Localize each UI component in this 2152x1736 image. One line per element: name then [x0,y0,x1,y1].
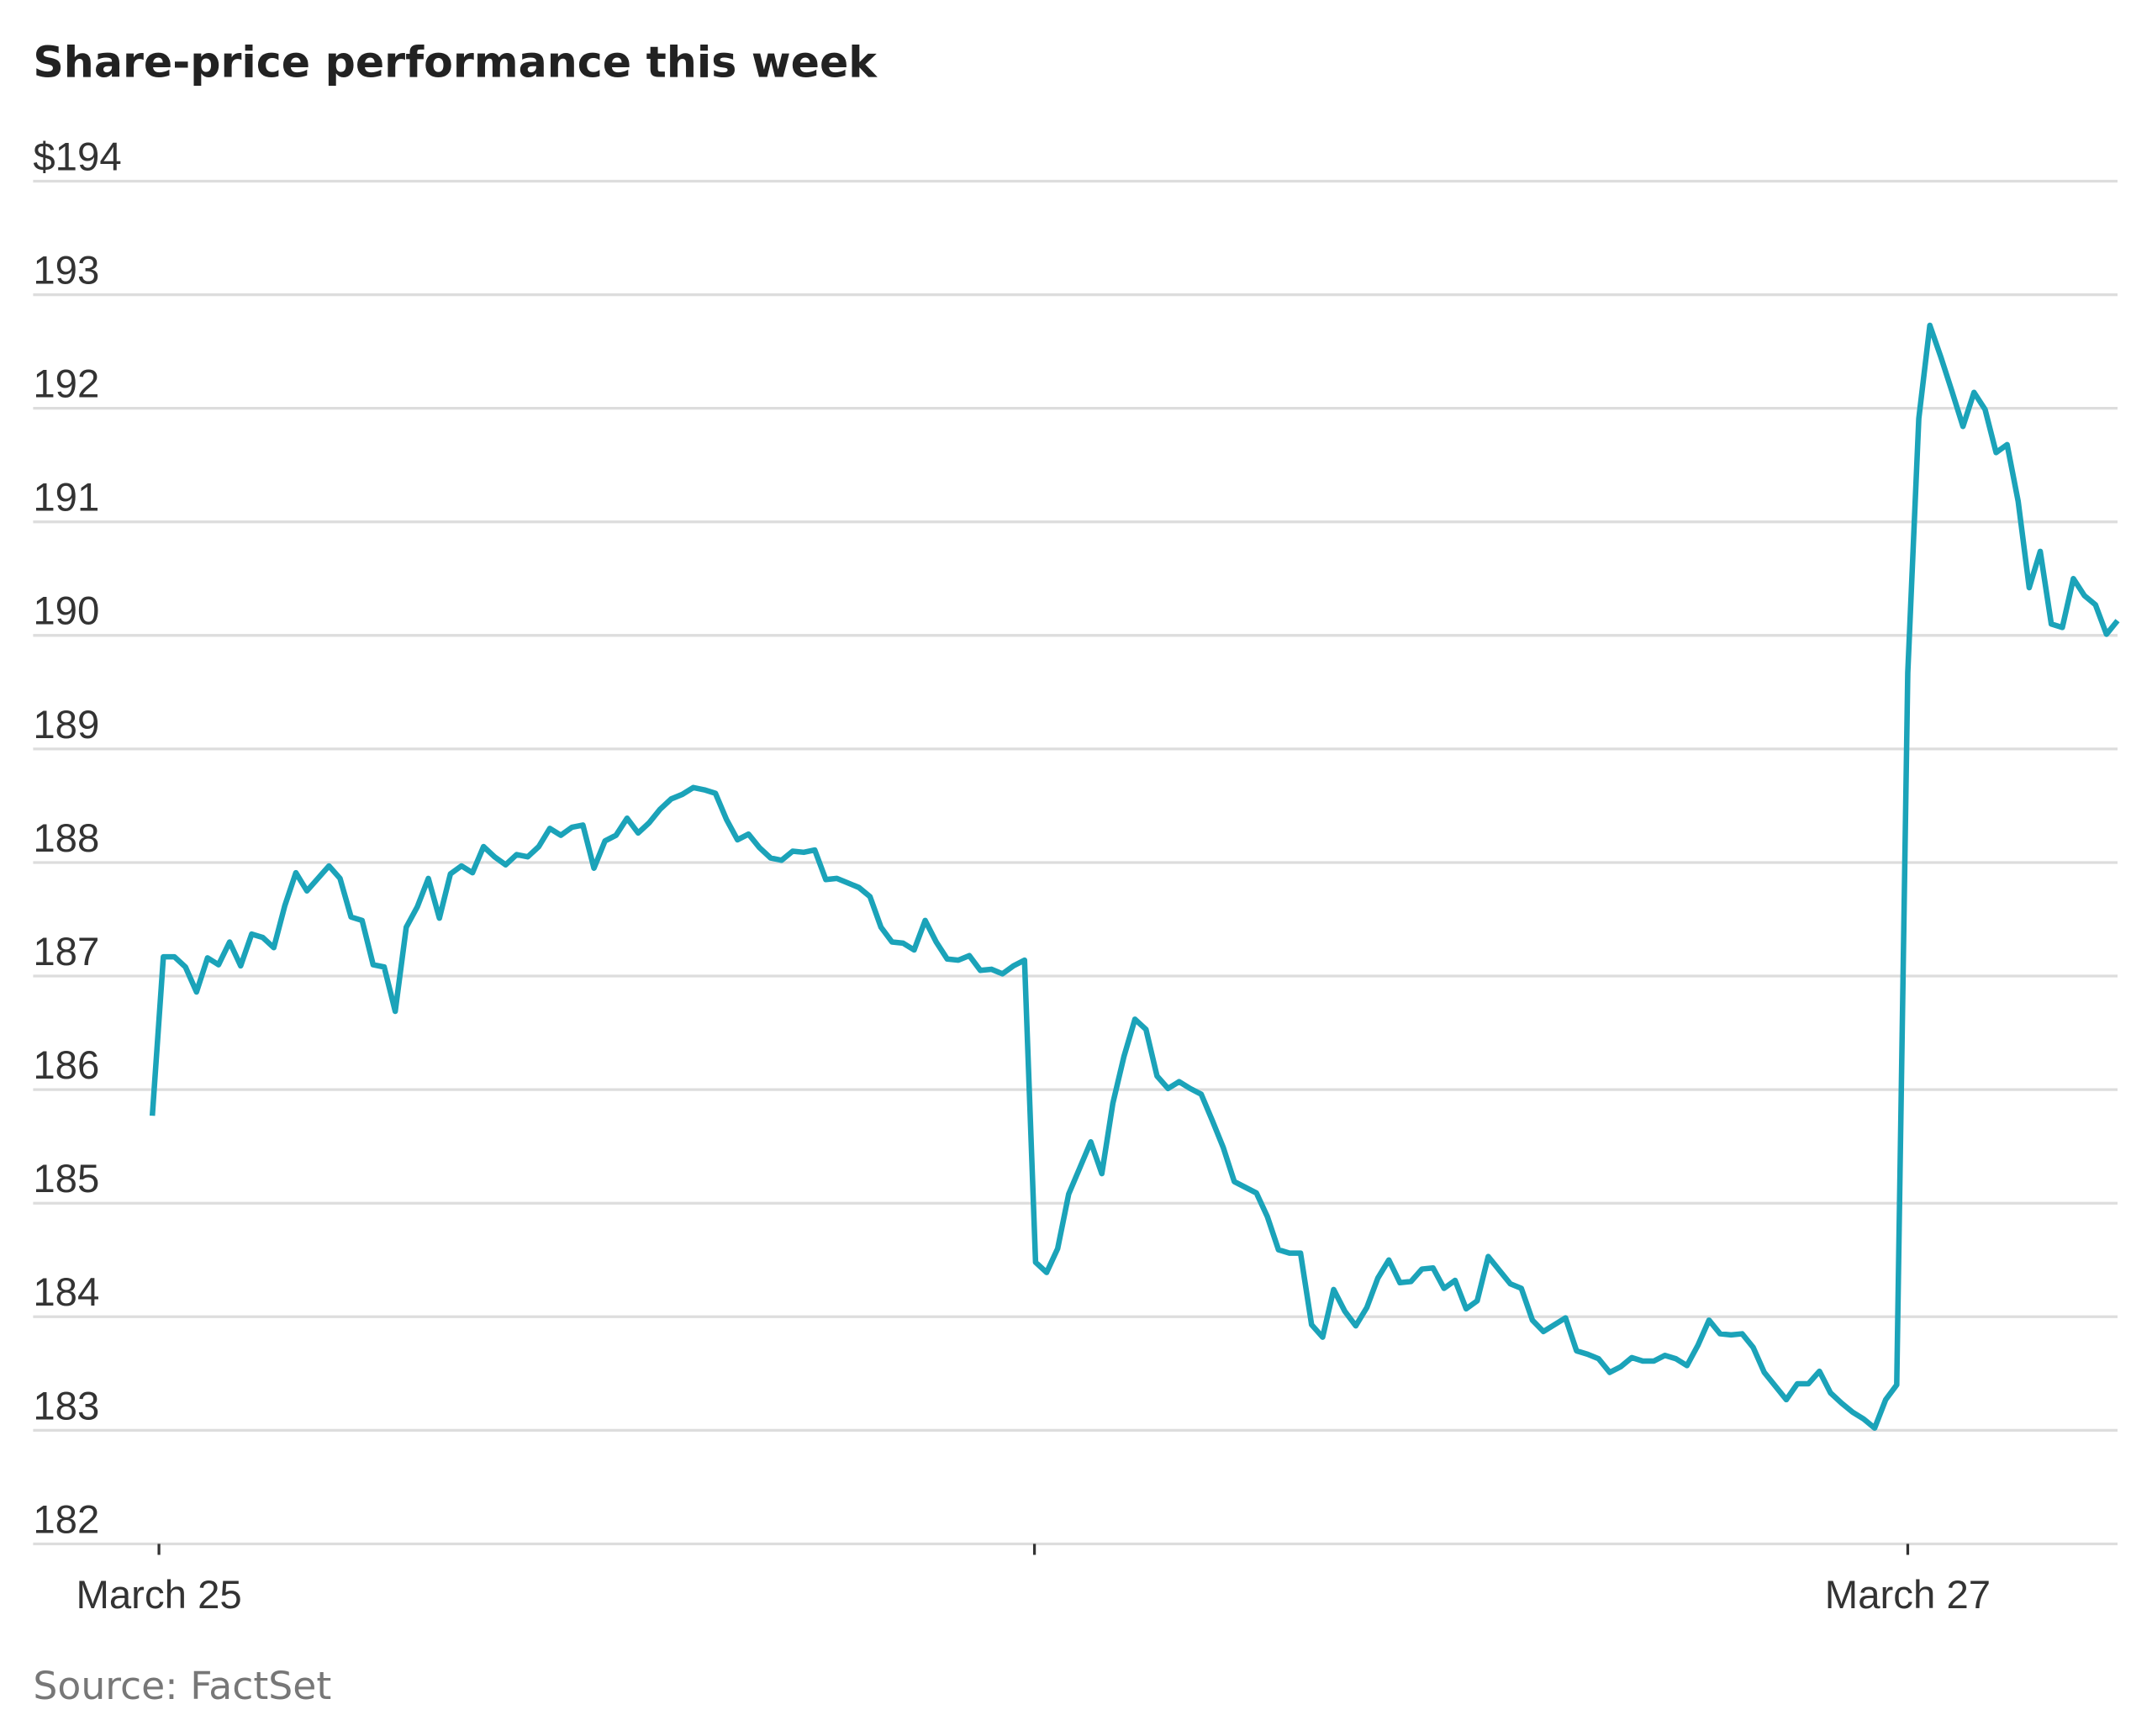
y-tick-label: 188 [33,816,99,861]
y-tick-label: 189 [33,703,99,747]
y-tick-label: 187 [33,930,99,974]
x-tick-label: March 25 [76,1573,241,1617]
y-tick-label: 185 [33,1157,99,1201]
y-tick-label: 186 [33,1043,99,1088]
x-tick-label: March 27 [1825,1573,1991,1617]
y-tick-label: 190 [33,589,99,634]
chart-title: Share-price performance this week [33,37,878,87]
y-tick-label: 182 [33,1497,99,1542]
source-note: Source: FactSet [33,1664,331,1708]
y-tick-label: 184 [33,1270,99,1315]
price-line [149,322,2120,1431]
y-tick-label: $194 [33,135,121,179]
y-tick-label: 183 [33,1384,99,1428]
y-tick-label: 191 [33,476,99,520]
y-tick-label: 193 [33,249,99,293]
y-tick-label: 192 [33,362,99,407]
